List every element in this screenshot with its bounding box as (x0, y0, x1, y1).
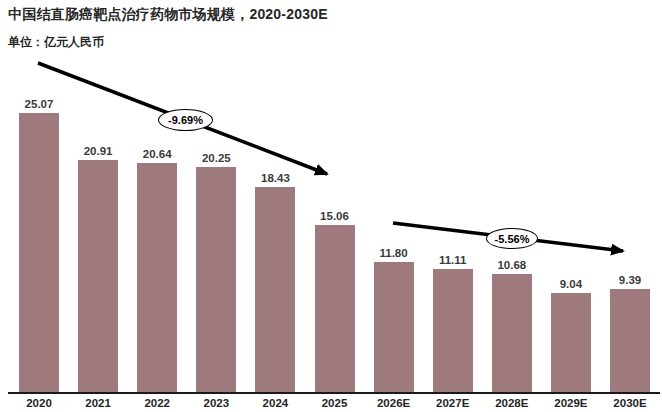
bar-value-label-2021: 20.91 (66, 145, 130, 157)
bar-2021 (78, 160, 118, 394)
bar-2023 (196, 167, 236, 394)
x-axis-label-2023: 2023 (186, 397, 246, 409)
x-axis-label-2021: 2021 (68, 397, 128, 409)
bar-2028E (492, 274, 532, 394)
x-axis-label-2024: 2024 (245, 397, 305, 409)
bar-value-label-2020: 25.07 (7, 98, 71, 110)
bar-value-label-2027E: 11.11 (421, 254, 485, 266)
x-axis-label-2026E: 2026E (364, 397, 424, 409)
x-axis-line (8, 392, 660, 394)
bar-value-label-2029E: 9.04 (539, 278, 603, 290)
bar-value-label-2023: 20.25 (184, 152, 248, 164)
cagr-annotation-2020-2025: -9.69% (158, 109, 213, 131)
x-axis-label-2029E: 2029E (541, 397, 601, 409)
bar-2020 (19, 113, 59, 394)
bar-2022 (137, 163, 177, 394)
x-axis-label-2025: 2025 (305, 397, 365, 409)
bar-value-label-2026E: 11.80 (362, 247, 426, 259)
bar-2029E (551, 293, 591, 394)
x-axis-label-2020: 2020 (9, 397, 69, 409)
bar-value-label-2028E: 10.68 (480, 259, 544, 271)
bar-2024 (255, 187, 295, 394)
x-axis-label-2030E: 2030E (600, 397, 660, 409)
x-axis-label-2028E: 2028E (482, 397, 542, 409)
bar-value-label-2022: 20.64 (125, 148, 189, 160)
bar-value-label-2024: 18.43 (243, 172, 307, 184)
bar-2026E (374, 262, 414, 394)
cagr-annotation-label: -5.56% (495, 233, 530, 245)
x-axis-label-2022: 2022 (127, 397, 187, 409)
bar-2030E (610, 289, 650, 394)
bar-value-label-2030E: 9.39 (598, 274, 662, 286)
cagr-annotation-2025-2030: -5.56% (486, 228, 538, 249)
x-axis-label-2027E: 2027E (423, 397, 483, 409)
cagr-annotation-label: -9.69% (168, 114, 203, 126)
bar-2025 (315, 225, 355, 394)
bar-2027E (433, 269, 473, 394)
plot-area: 25.07 2020 20.91 2021 20.64 2022 20.25 2023 18.4… (0, 0, 662, 412)
chart-canvas: 中国结直肠癌靶点治疗药物市场规模，2020-2030E 单位：亿元人民币 25.… (0, 0, 662, 412)
bar-value-label-2025: 15.06 (303, 210, 367, 222)
